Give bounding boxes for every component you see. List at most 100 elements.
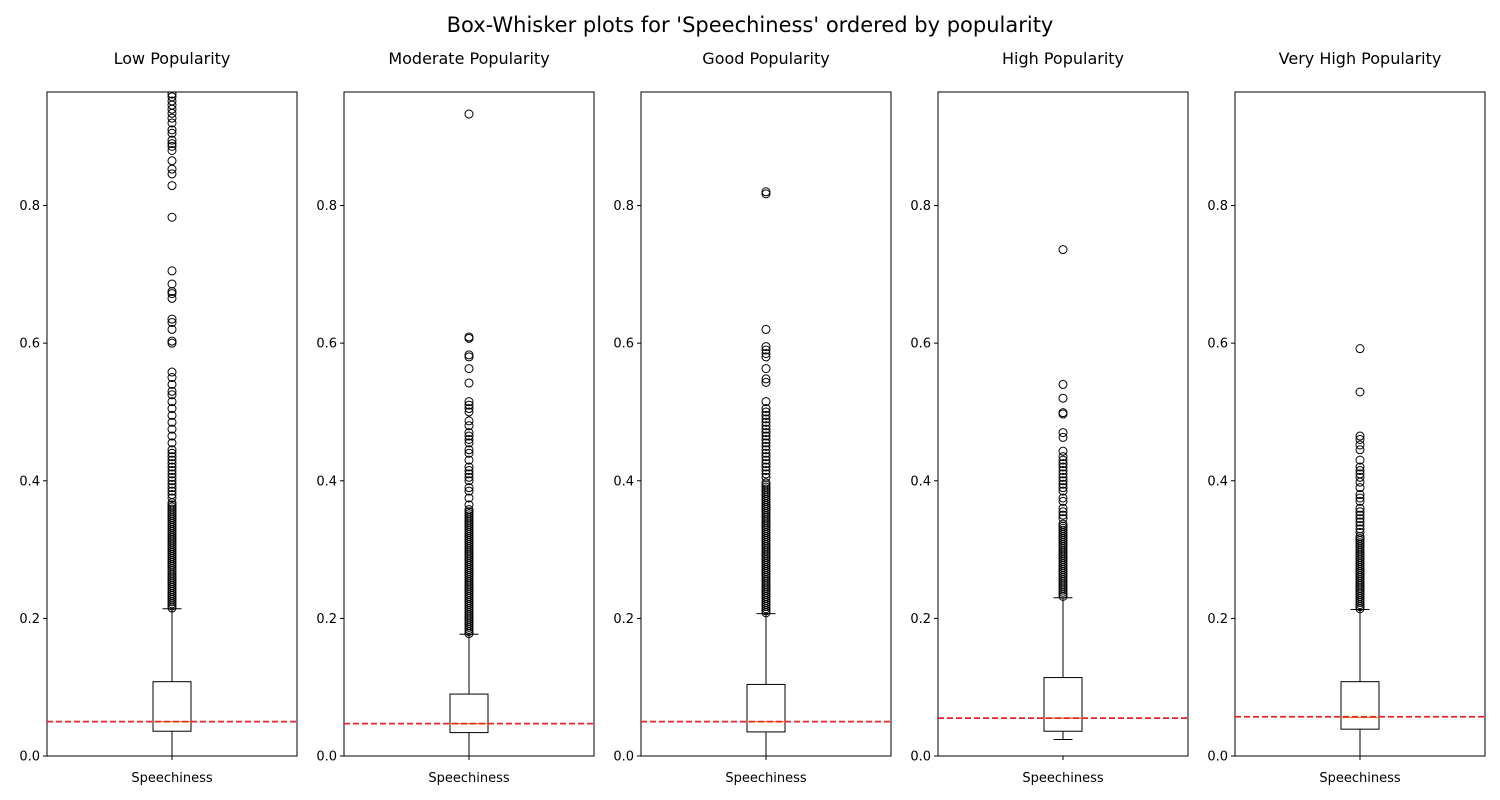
panel-4: High Popularity 0.0 0.2 0.4 0.6 0.8 Speechines…	[910, 49, 1189, 786]
outlier-point	[1058, 446, 1068, 456]
panel-5: Very High Popularity 0.0 0.2 0.4 0.6 0.8 Speec…	[1207, 49, 1486, 786]
y-tick-label: 0.4	[19, 474, 40, 489]
y-tick-label: 0.6	[19, 337, 40, 352]
outlier-point	[167, 125, 177, 135]
y-tick-label: 0.8	[910, 199, 931, 214]
outlier-point	[167, 438, 177, 448]
outlier-point	[761, 448, 771, 458]
outlier-point	[167, 417, 177, 427]
outlier-point	[167, 410, 177, 420]
outlier-point	[167, 500, 177, 510]
y-tick-label: 0.6	[613, 337, 634, 352]
box-iqr	[746, 683, 786, 733]
outlier-point	[167, 469, 177, 479]
outlier-point	[761, 455, 771, 465]
outlier-point	[1355, 344, 1365, 354]
plot-area	[47, 92, 297, 756]
outlier-point	[761, 478, 771, 488]
outlier-point	[464, 400, 474, 410]
y-tick-label: 0.2	[1207, 612, 1228, 627]
outlier-point	[167, 476, 177, 486]
outlier-point	[1355, 483, 1365, 493]
outlier-point	[167, 479, 177, 489]
panel-title: Low Popularity	[114, 49, 231, 68]
outlier-point	[1355, 496, 1365, 506]
outlier-point	[1058, 459, 1068, 469]
outlier-point	[167, 404, 177, 414]
x-tick-label: Speechiness	[1022, 771, 1104, 786]
outlier-point	[167, 373, 177, 383]
outlier-point	[167, 293, 177, 303]
outlier-point	[761, 377, 771, 387]
outlier-point	[464, 438, 474, 448]
outlier-point	[1058, 379, 1068, 389]
outlier-point	[464, 505, 474, 515]
outlier-point	[1058, 503, 1068, 513]
outlier-point	[1355, 387, 1365, 397]
outlier-point	[761, 462, 771, 472]
outlier-point	[1355, 465, 1365, 475]
outlier-point	[1355, 493, 1365, 503]
outlier-point	[167, 397, 177, 407]
outlier-point	[167, 113, 177, 123]
y-tick-label: 0.4	[910, 474, 931, 489]
outlier-point	[464, 407, 474, 417]
outlier-point	[1355, 538, 1365, 548]
outlier-point	[167, 472, 177, 482]
outlier-point	[167, 452, 177, 462]
outlier-point	[761, 452, 771, 462]
outlier-point	[167, 145, 177, 155]
y-tick-label: 0.2	[910, 612, 931, 627]
outlier-point	[761, 414, 771, 424]
outlier-point	[761, 421, 771, 431]
outlier-point	[761, 404, 771, 414]
outlier-point	[464, 416, 474, 426]
plot-area	[938, 245, 1188, 740]
x-tick-label: Speechiness	[131, 771, 213, 786]
outlier-point	[464, 509, 474, 519]
outlier-point	[464, 465, 474, 475]
outlier-point	[167, 96, 177, 106]
outlier-point	[1058, 507, 1068, 517]
outlier-point	[167, 169, 177, 179]
outlier-point	[1355, 517, 1365, 527]
outlier-point	[761, 441, 771, 451]
outlier-point	[1058, 462, 1068, 472]
outlier-point	[761, 428, 771, 438]
outlier-point	[1355, 462, 1365, 472]
outlier-point	[1355, 440, 1365, 450]
y-tick-label: 0.2	[316, 612, 337, 627]
panel-title: Moderate Popularity	[388, 49, 549, 68]
box-iqr	[1340, 681, 1380, 730]
outlier-point	[464, 500, 474, 510]
outlier-point	[167, 289, 177, 299]
outlier-point	[167, 379, 177, 389]
outlier-point	[761, 434, 771, 444]
y-tick-label: 0.0	[316, 750, 337, 765]
outlier-point	[761, 472, 771, 482]
outlier-point	[167, 448, 177, 458]
outlier-point	[1058, 472, 1068, 482]
outlier-point	[464, 364, 474, 374]
outlier-point	[167, 164, 177, 174]
outlier-point	[167, 324, 177, 334]
outlier-point	[1058, 465, 1068, 475]
outlier-point	[1058, 432, 1068, 442]
y-tick-label: 0.4	[1207, 474, 1228, 489]
outlier-point	[464, 332, 474, 342]
outlier-point	[464, 448, 474, 458]
outlier-point	[761, 459, 771, 469]
plot-area	[641, 187, 891, 756]
outlier-point	[1058, 245, 1068, 255]
outlier-point	[464, 350, 474, 360]
outlier-point	[761, 324, 771, 334]
outlier-point	[167, 431, 177, 441]
y-tick-label: 0.8	[1207, 199, 1228, 214]
outlier-point	[167, 504, 177, 514]
outlier-point	[167, 486, 177, 496]
outlier-point	[761, 410, 771, 420]
outlier-point	[761, 342, 771, 352]
outlier-point	[761, 189, 771, 199]
outlier-point	[464, 507, 474, 517]
